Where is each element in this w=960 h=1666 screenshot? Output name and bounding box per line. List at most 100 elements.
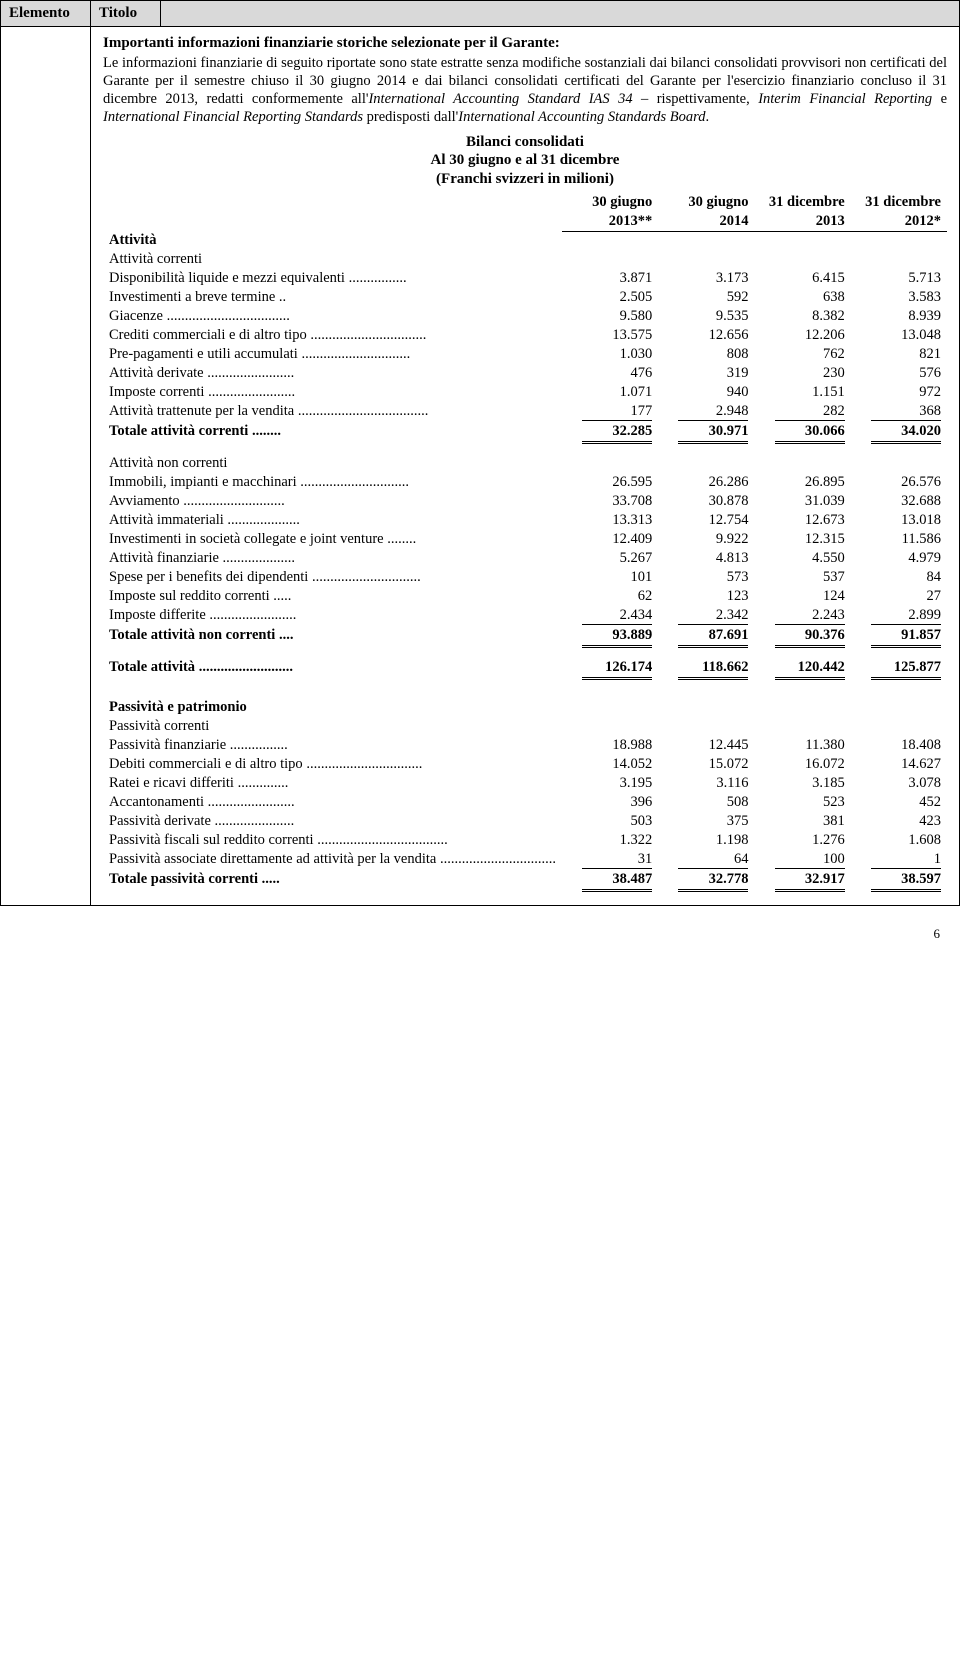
v: 123 [678, 588, 748, 605]
v: 1.322 [582, 832, 652, 849]
v: 26.576 [871, 474, 941, 491]
v: 1.151 [775, 384, 845, 401]
v: 15.072 [678, 756, 748, 773]
dots: ........................ [204, 794, 295, 810]
row-tot-att-non-corr: Totale attività non correnti .... 93.889… [103, 626, 947, 649]
lbl: Imposte sul reddito correnti [109, 588, 270, 604]
label-attivita: Attività [103, 231, 562, 250]
row-disp-liq: Disponibilità liquide e mezzi equivalent… [103, 269, 947, 288]
lbl: Totale attività correnti [109, 423, 248, 439]
v: 31 [582, 851, 652, 869]
v: 26.895 [775, 474, 845, 491]
v: 2.899 [871, 607, 941, 625]
v: 3.173 [678, 270, 748, 287]
row-pass-deriv: Passività derivate .....................… [103, 812, 947, 831]
v: 30.878 [678, 493, 748, 510]
v: 1.198 [678, 832, 748, 849]
v: 5.713 [871, 270, 941, 287]
v: 3.078 [871, 775, 941, 792]
row-att-fin: Attività finanziarie ...................… [103, 549, 947, 568]
lbl: Pre-pagamenti e utili accumulati [109, 346, 298, 362]
v: 319 [678, 365, 748, 382]
v: 12.409 [582, 531, 652, 548]
lbl: Passività finanziarie [109, 737, 226, 753]
row-att-deriv: Attività derivate ......................… [103, 364, 947, 383]
colhead-2b: 2014 [658, 212, 754, 232]
row-imp-redd-corr: Imposte sul reddito correnti ..... 62 12… [103, 587, 947, 606]
v: 3.185 [775, 775, 845, 792]
v: 2.505 [582, 289, 652, 306]
v: 476 [582, 365, 652, 382]
lbl: Accantonamenti [109, 794, 204, 810]
label-att-correnti: Attività correnti [103, 250, 562, 269]
v: 503 [582, 813, 652, 830]
dots: .............................. [298, 346, 410, 362]
v: 124 [775, 588, 845, 605]
v: 18.408 [871, 737, 941, 754]
v: 638 [775, 289, 845, 306]
lbl: Disponibilità liquide e mezzi equivalent… [109, 270, 345, 286]
v: 1.030 [582, 346, 652, 363]
cell-elemento-empty [1, 27, 91, 906]
v: 9.580 [582, 308, 652, 325]
v: 3.871 [582, 270, 652, 287]
dots: ..... [258, 871, 280, 887]
v: 126.174 [582, 659, 652, 680]
intro-text-5: . [705, 109, 709, 125]
dots: ........................ [204, 384, 295, 400]
v: 34.020 [871, 423, 941, 444]
lbl: Passività derivate [109, 813, 211, 829]
dots: ................ [226, 737, 288, 753]
lbl: Spese per i benefits dei dipendenti [109, 569, 308, 585]
v: 87.691 [678, 627, 748, 648]
lbl: Passività fiscali sul reddito correnti [109, 832, 314, 848]
v: 31.039 [775, 493, 845, 510]
dots: ........................ [204, 365, 295, 381]
v: 2.948 [678, 403, 748, 421]
dots: .................................... [294, 403, 428, 419]
v: 576 [871, 365, 941, 382]
table-title-block: Bilanci consolidati Al 30 giugno e al 31… [103, 133, 947, 189]
row-giacenze: Giacenze ...............................… [103, 307, 947, 326]
v: 13.018 [871, 512, 941, 529]
v: 1.608 [871, 832, 941, 849]
v: 33.708 [582, 493, 652, 510]
v: 396 [582, 794, 652, 811]
dots: ........ [384, 531, 417, 547]
label-pass-corr: Passività correnti [103, 717, 562, 736]
v: 11.586 [871, 531, 941, 548]
v: 523 [775, 794, 845, 811]
v: 90.376 [775, 627, 845, 648]
v: 4.550 [775, 550, 845, 567]
financial-table: 30 giugno 30 giugno 31 dicembre 31 dicem… [103, 193, 947, 894]
v: 8.939 [871, 308, 941, 325]
lbl: Avviamento [109, 493, 180, 509]
v: 93.889 [582, 627, 652, 648]
lbl: Debiti commerciali e di altro tipo [109, 756, 303, 772]
table-title-l1: Bilanci consolidati [103, 133, 947, 152]
row-tot-att-corr: Totale attività correnti ........ 32.285… [103, 422, 947, 445]
lbl: Attività finanziarie [109, 550, 219, 566]
lbl: Totale attività [109, 659, 195, 675]
v: 1.276 [775, 832, 845, 849]
v: 762 [775, 346, 845, 363]
dots: .... [275, 627, 293, 643]
v: 537 [775, 569, 845, 586]
dots: ................................ [436, 851, 556, 867]
lbl: Investimenti a breve termine [109, 289, 275, 305]
dots: ..... [270, 588, 292, 604]
dots: ........................ [206, 607, 297, 623]
dots: .................................. [163, 308, 290, 324]
v: 8.382 [775, 308, 845, 325]
section-title: Importanti informazioni finanziarie stor… [103, 35, 947, 52]
colhead-4a: 31 dicembre [851, 193, 947, 212]
v: 38.597 [871, 871, 941, 892]
table-title-l3: (Franchi svizzeri in milioni) [103, 170, 947, 189]
lbl: Imposte correnti [109, 384, 204, 400]
v: 508 [678, 794, 748, 811]
v: 9.535 [678, 308, 748, 325]
v: 30.066 [775, 423, 845, 444]
row-prepag: Pre-pagamenti e utili accumulati .......… [103, 345, 947, 364]
dots: .......................... [195, 659, 293, 675]
v: 972 [871, 384, 941, 401]
